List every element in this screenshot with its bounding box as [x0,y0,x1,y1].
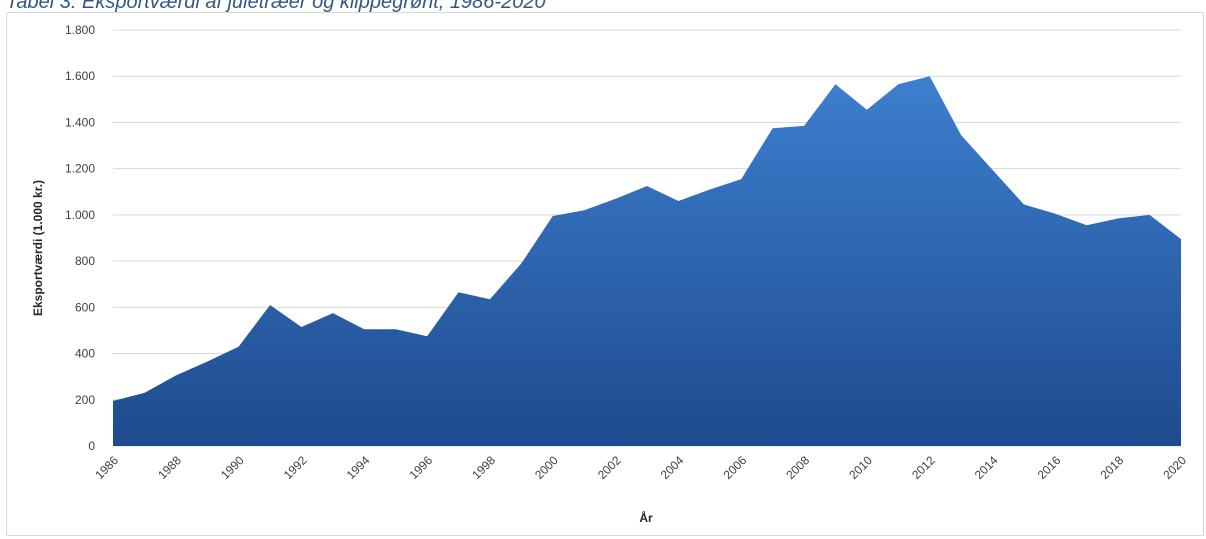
x-tick-label: 2004 [658,453,687,482]
x-tick-label: 2018 [1098,453,1127,482]
x-tick-label: 1998 [469,453,498,482]
x-tick-label: 1986 [92,453,121,482]
y-tick-label: 1.800 [65,23,95,37]
y-tick-label: 400 [75,347,95,361]
x-tick-label: 2010 [846,453,875,482]
x-axis-title: År [639,510,653,525]
y-tick-label: 0 [88,439,95,453]
y-tick-label: 800 [75,254,95,268]
chart-caption: Tabel 3: Eksportværdi af juletræer og kl… [6,0,546,13]
export-value-area [113,76,1181,446]
x-tick-label: 2014 [972,453,1001,482]
x-tick-label: 1994 [344,453,373,482]
x-tick-label: 1990 [218,453,247,482]
x-axis-ticks: 1986 1988 1990 1992 1994 1996 1998 2000 2002 2004… [92,453,1189,482]
y-tick-label: 600 [75,300,95,314]
x-tick-label: 2008 [783,453,812,482]
x-tick-label: 2002 [595,453,624,482]
y-tick-label: 1.400 [65,115,95,129]
x-tick-label: 1996 [406,453,435,482]
y-tick-label: 1.200 [65,162,95,176]
x-tick-label: 2020 [1160,453,1189,482]
y-tick-label: 1.600 [65,69,95,83]
y-axis-title: Eksportværdi (1.000 kr.) [31,180,45,316]
y-tick-label: 1.000 [65,208,95,222]
y-tick-label: 200 [75,393,95,407]
x-tick-label: 2012 [909,453,938,482]
x-tick-label: 2006 [721,453,750,482]
y-axis-ticks: 0 200 400 600 800 1.000 1.200 1.400 1.600 1.800 [65,23,95,453]
x-tick-label: 1988 [155,453,184,482]
x-tick-label: 2000 [532,453,561,482]
x-tick-label: 2016 [1035,453,1064,482]
x-tick-label: 1992 [281,453,310,482]
